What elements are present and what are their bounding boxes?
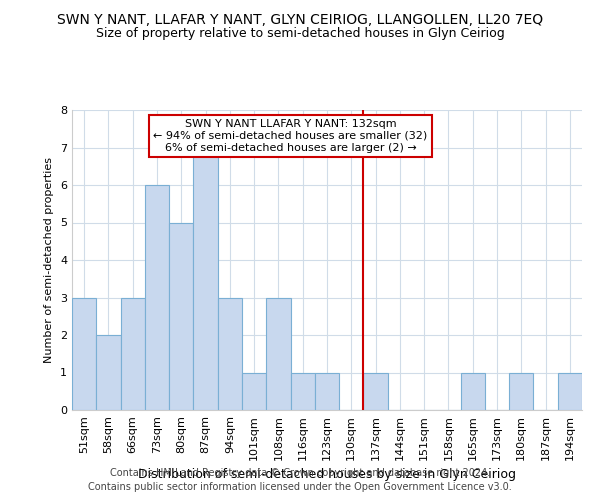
Bar	[509, 372, 533, 410]
Bar	[461, 372, 485, 410]
Bar	[145, 185, 169, 410]
Text: SWN Y NANT, LLAFAR Y NANT, GLYN CEIRIOG, LLANGOLLEN, LL20 7EQ: SWN Y NANT, LLAFAR Y NANT, GLYN CEIRIOG,…	[57, 12, 543, 26]
Bar	[266, 298, 290, 410]
Y-axis label: Number of semi-detached properties: Number of semi-detached properties	[44, 157, 55, 363]
Bar	[242, 372, 266, 410]
Bar	[290, 372, 315, 410]
Bar	[121, 298, 145, 410]
Bar	[193, 148, 218, 410]
Bar	[315, 372, 339, 410]
Bar	[169, 222, 193, 410]
Bar	[218, 298, 242, 410]
Bar	[364, 372, 388, 410]
X-axis label: Distribution of semi-detached houses by size in Glyn Ceiriog: Distribution of semi-detached houses by …	[138, 468, 516, 481]
Text: Contains HM Land Registry data © Crown copyright and database right 2024.: Contains HM Land Registry data © Crown c…	[110, 468, 490, 477]
Text: SWN Y NANT LLAFAR Y NANT: 132sqm
← 94% of semi-detached houses are smaller (32)
: SWN Y NANT LLAFAR Y NANT: 132sqm ← 94% o…	[154, 120, 428, 152]
Bar	[72, 298, 96, 410]
Bar	[558, 372, 582, 410]
Bar	[96, 335, 121, 410]
Text: Contains public sector information licensed under the Open Government Licence v3: Contains public sector information licen…	[88, 482, 512, 492]
Text: Size of property relative to semi-detached houses in Glyn Ceiriog: Size of property relative to semi-detach…	[95, 28, 505, 40]
